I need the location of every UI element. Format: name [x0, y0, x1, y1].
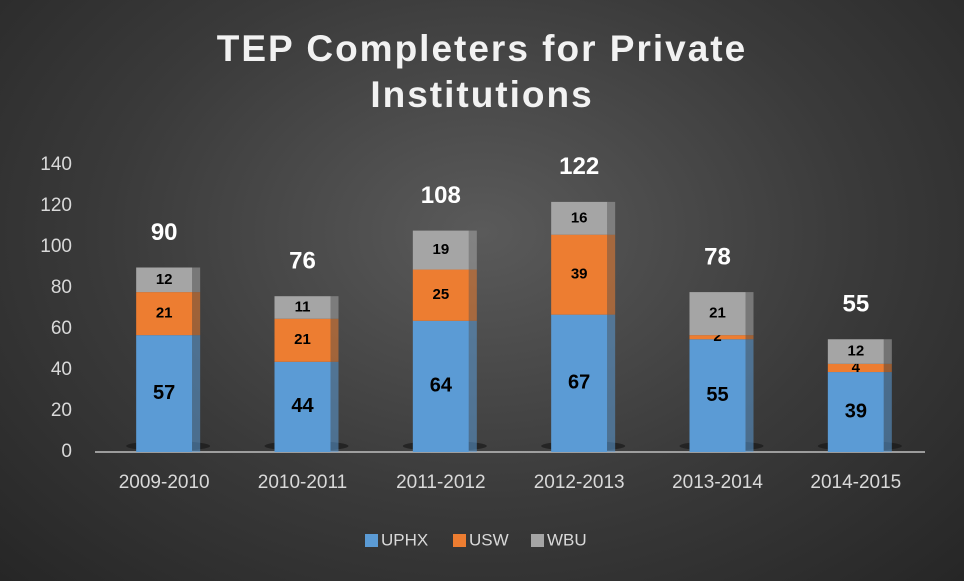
- bar-segment: [827, 372, 884, 452]
- total-label: 55: [842, 291, 869, 318]
- bar-side: [745, 339, 754, 452]
- total-label: 122: [559, 153, 599, 180]
- total-label: 90: [151, 219, 178, 246]
- bar-segment: [274, 296, 331, 319]
- data-label: 2: [713, 328, 721, 345]
- bar-side: [745, 335, 754, 340]
- bar-segment: [827, 339, 884, 364]
- data-label: 4: [852, 359, 861, 376]
- bar-side: [330, 296, 339, 319]
- bar-segment: [136, 292, 193, 336]
- data-label: 67: [568, 372, 590, 394]
- bar-segment: [689, 339, 746, 452]
- data-label: 19: [432, 241, 449, 258]
- data-label: 21: [156, 305, 173, 322]
- legend-swatch: [365, 534, 378, 547]
- bar-side: [468, 269, 477, 321]
- bar-segment: [274, 318, 331, 362]
- bar-segment: [274, 361, 331, 452]
- data-label: 16: [571, 209, 588, 226]
- y-tick-label: 0: [61, 441, 72, 462]
- legend-label: WBU: [547, 530, 587, 549]
- x-tick-label: 2014-2015: [810, 472, 901, 493]
- data-label: 12: [847, 343, 864, 360]
- bar-segment: [551, 201, 608, 235]
- legend-label: UPHX: [381, 530, 428, 549]
- data-label: 11: [295, 298, 311, 315]
- data-label: 39: [845, 400, 867, 422]
- x-tick-label: 2013-2014: [672, 472, 763, 493]
- bar-segment: [136, 267, 193, 293]
- bar-side: [883, 372, 892, 452]
- bar-side: [883, 363, 892, 373]
- data-label: 12: [156, 271, 173, 288]
- total-label: 108: [421, 182, 461, 209]
- data-label: 57: [153, 382, 175, 404]
- bar-segment: [412, 230, 469, 270]
- data-label: 44: [291, 395, 314, 417]
- bar-side: [607, 234, 616, 315]
- bar-side: [330, 318, 339, 362]
- legend-label: USW: [469, 530, 509, 549]
- data-label: 25: [432, 286, 449, 303]
- y-tick-label: 140: [40, 154, 72, 175]
- legend-swatch: [453, 534, 466, 547]
- legend-swatch: [531, 534, 544, 547]
- y-tick-label: 120: [40, 195, 72, 216]
- y-tick-label: 80: [51, 277, 72, 298]
- data-label: 64: [430, 375, 453, 397]
- x-tick-label: 2011-2012: [396, 472, 485, 493]
- bar-segment: [412, 320, 469, 452]
- y-tick-label: 100: [40, 236, 72, 257]
- bar-segment: [827, 363, 884, 373]
- bar-side: [192, 292, 201, 336]
- bar-side: [468, 230, 477, 270]
- y-tick-label: 20: [51, 400, 72, 421]
- total-label: 76: [289, 248, 316, 275]
- bar-side: [468, 320, 477, 452]
- bar-side: [607, 314, 616, 452]
- bar-side: [607, 201, 616, 235]
- x-tick-label: 2012-2013: [534, 472, 625, 493]
- y-tick-label: 60: [51, 318, 72, 339]
- x-tick-label: 2009-2010: [119, 472, 210, 493]
- data-label: 55: [706, 384, 728, 406]
- bar-side: [330, 361, 339, 452]
- x-tick-label: 2010-2011: [258, 472, 347, 493]
- bar-segment: [551, 234, 608, 315]
- y-tick-label: 40: [51, 359, 72, 380]
- bar-segment: [551, 314, 608, 452]
- data-label: 21: [709, 305, 726, 322]
- bar-side: [745, 292, 754, 336]
- chart-title: TEP Completers for Private Institutions: [216, 28, 748, 115]
- data-label: 39: [571, 266, 588, 283]
- bar-side: [192, 267, 201, 293]
- bar-segment: [689, 292, 746, 336]
- data-label: 21: [294, 331, 311, 348]
- bar-side: [883, 339, 892, 364]
- total-label: 78: [704, 243, 731, 270]
- bar-segment: [136, 335, 193, 452]
- bar-side: [192, 335, 201, 452]
- bar-segment: [412, 269, 469, 321]
- bar-segment: [689, 335, 746, 340]
